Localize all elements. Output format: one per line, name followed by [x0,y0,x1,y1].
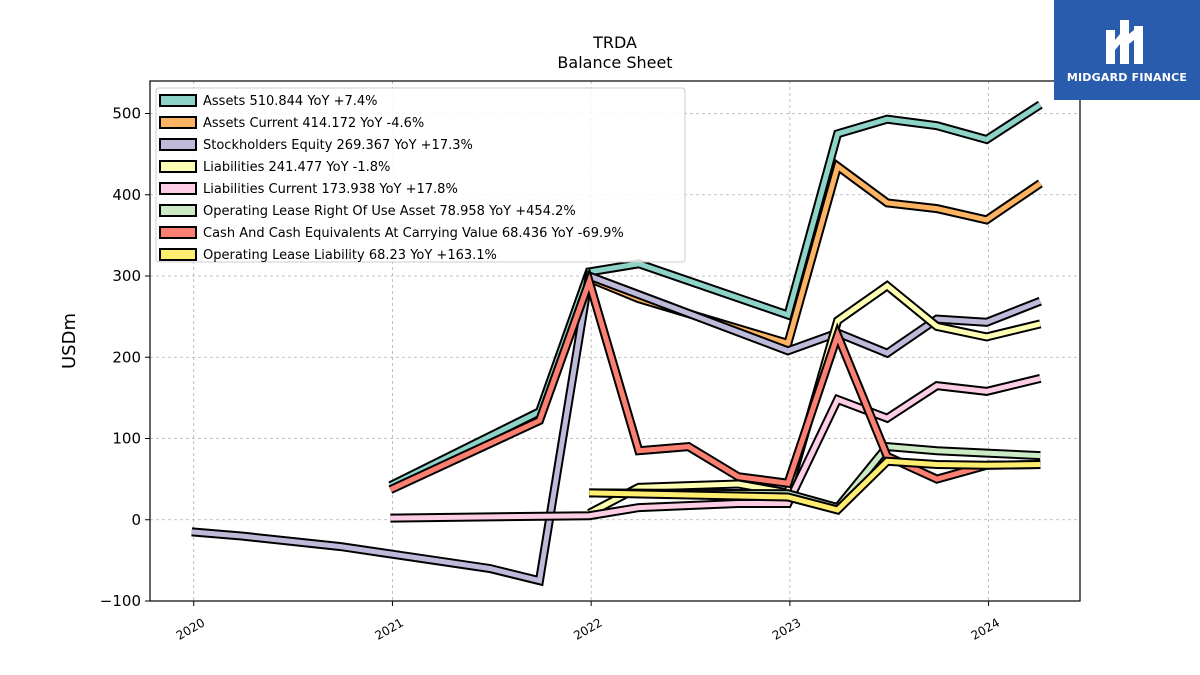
legend-box [155,87,686,263]
y-tick-label: 0 [131,511,141,529]
x-tick-label: 2021 [372,615,405,642]
legend-swatch [159,204,197,217]
legend-swatch [159,182,197,195]
x-tick-label: 2024 [969,615,1002,642]
legend-swatch [159,138,197,151]
y-tick-label: 200 [112,348,141,366]
y-axis-label: USDm [59,313,80,369]
chart-subtitle: Balance Sheet [557,53,672,72]
series-lines [191,100,1043,587]
brand-mark-icon [1106,20,1143,64]
legend-swatch [159,160,197,173]
legend-entry: Operating Lease Liability 68.23 YoY +163… [203,248,497,263]
brand-name: MIDGARD FINANCE [1066,71,1188,84]
legend-entry: Assets 510.844 YoY +7.4% [203,94,378,109]
legend-swatch [159,116,197,129]
series-liabilities-current [390,374,1042,523]
legend-entry: Liabilities Current 173.938 YoY +17.8% [203,182,458,197]
series-line [389,273,1041,492]
series-line [589,458,1041,513]
legend-entry: Assets Current 414.172 YoY -4.6% [203,116,424,131]
legend-entry: Stockholders Equity 269.367 YoY +17.3% [203,138,473,153]
series-operating-lease-liability [589,456,1041,515]
series-line [390,375,1041,521]
legend-entry: Operating Lease Right Of Use Asset 78.95… [203,204,576,219]
y-tick-label: 100 [112,430,141,448]
legend-entry: Cash And Cash Equivalents At Carrying Va… [203,226,624,241]
legend-swatch [159,248,197,261]
y-tick-label: 500 [112,105,141,123]
y-tick-label: −100 [100,592,141,610]
legend: Assets 510.844 YoY +7.4% Assets Current 4… [155,87,686,263]
x-tick-label: 2020 [174,615,207,642]
y-tick-label: 300 [112,267,141,285]
legend-swatch [159,226,197,239]
y-tick-label: 400 [112,186,141,204]
brand-logo: MIDGARD FINANCE [1054,0,1200,100]
plot-frame [149,80,1081,602]
x-tick-label: 2023 [770,615,803,642]
legend-swatch [159,94,197,107]
series-line [191,272,1042,584]
legend-entry: Liabilities 241.477 YoY -1.8% [203,160,390,175]
x-tick-label: 2022 [571,615,604,642]
chart-title: TRDA [592,33,637,52]
series-stockholders-equity [191,269,1042,587]
series-outline [191,269,1042,587]
series-cash-and-cash-equivalents-at-carrying-value [388,267,1041,494]
